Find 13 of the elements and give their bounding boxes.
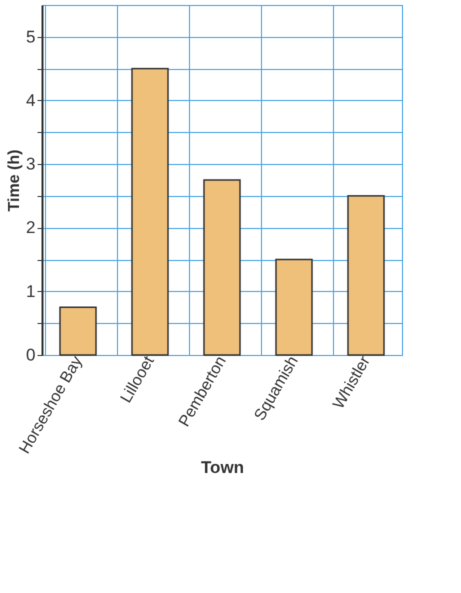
y-tick-label: 2 bbox=[26, 218, 36, 238]
y-tick-label: 3 bbox=[26, 154, 36, 174]
bar bbox=[131, 68, 169, 356]
bar bbox=[59, 306, 97, 356]
y-tick-label: 4 bbox=[26, 90, 36, 110]
y-tick-label: 1 bbox=[26, 282, 36, 301]
y-axis-title: Time (h) bbox=[6, 150, 24, 212]
y-tick-label: 5 bbox=[26, 27, 36, 46]
bar bbox=[275, 258, 313, 356]
bar bbox=[347, 195, 385, 356]
bar bbox=[203, 179, 241, 356]
y-tick-label: 0 bbox=[26, 346, 36, 364]
x-axis-title: Town bbox=[200, 458, 244, 478]
